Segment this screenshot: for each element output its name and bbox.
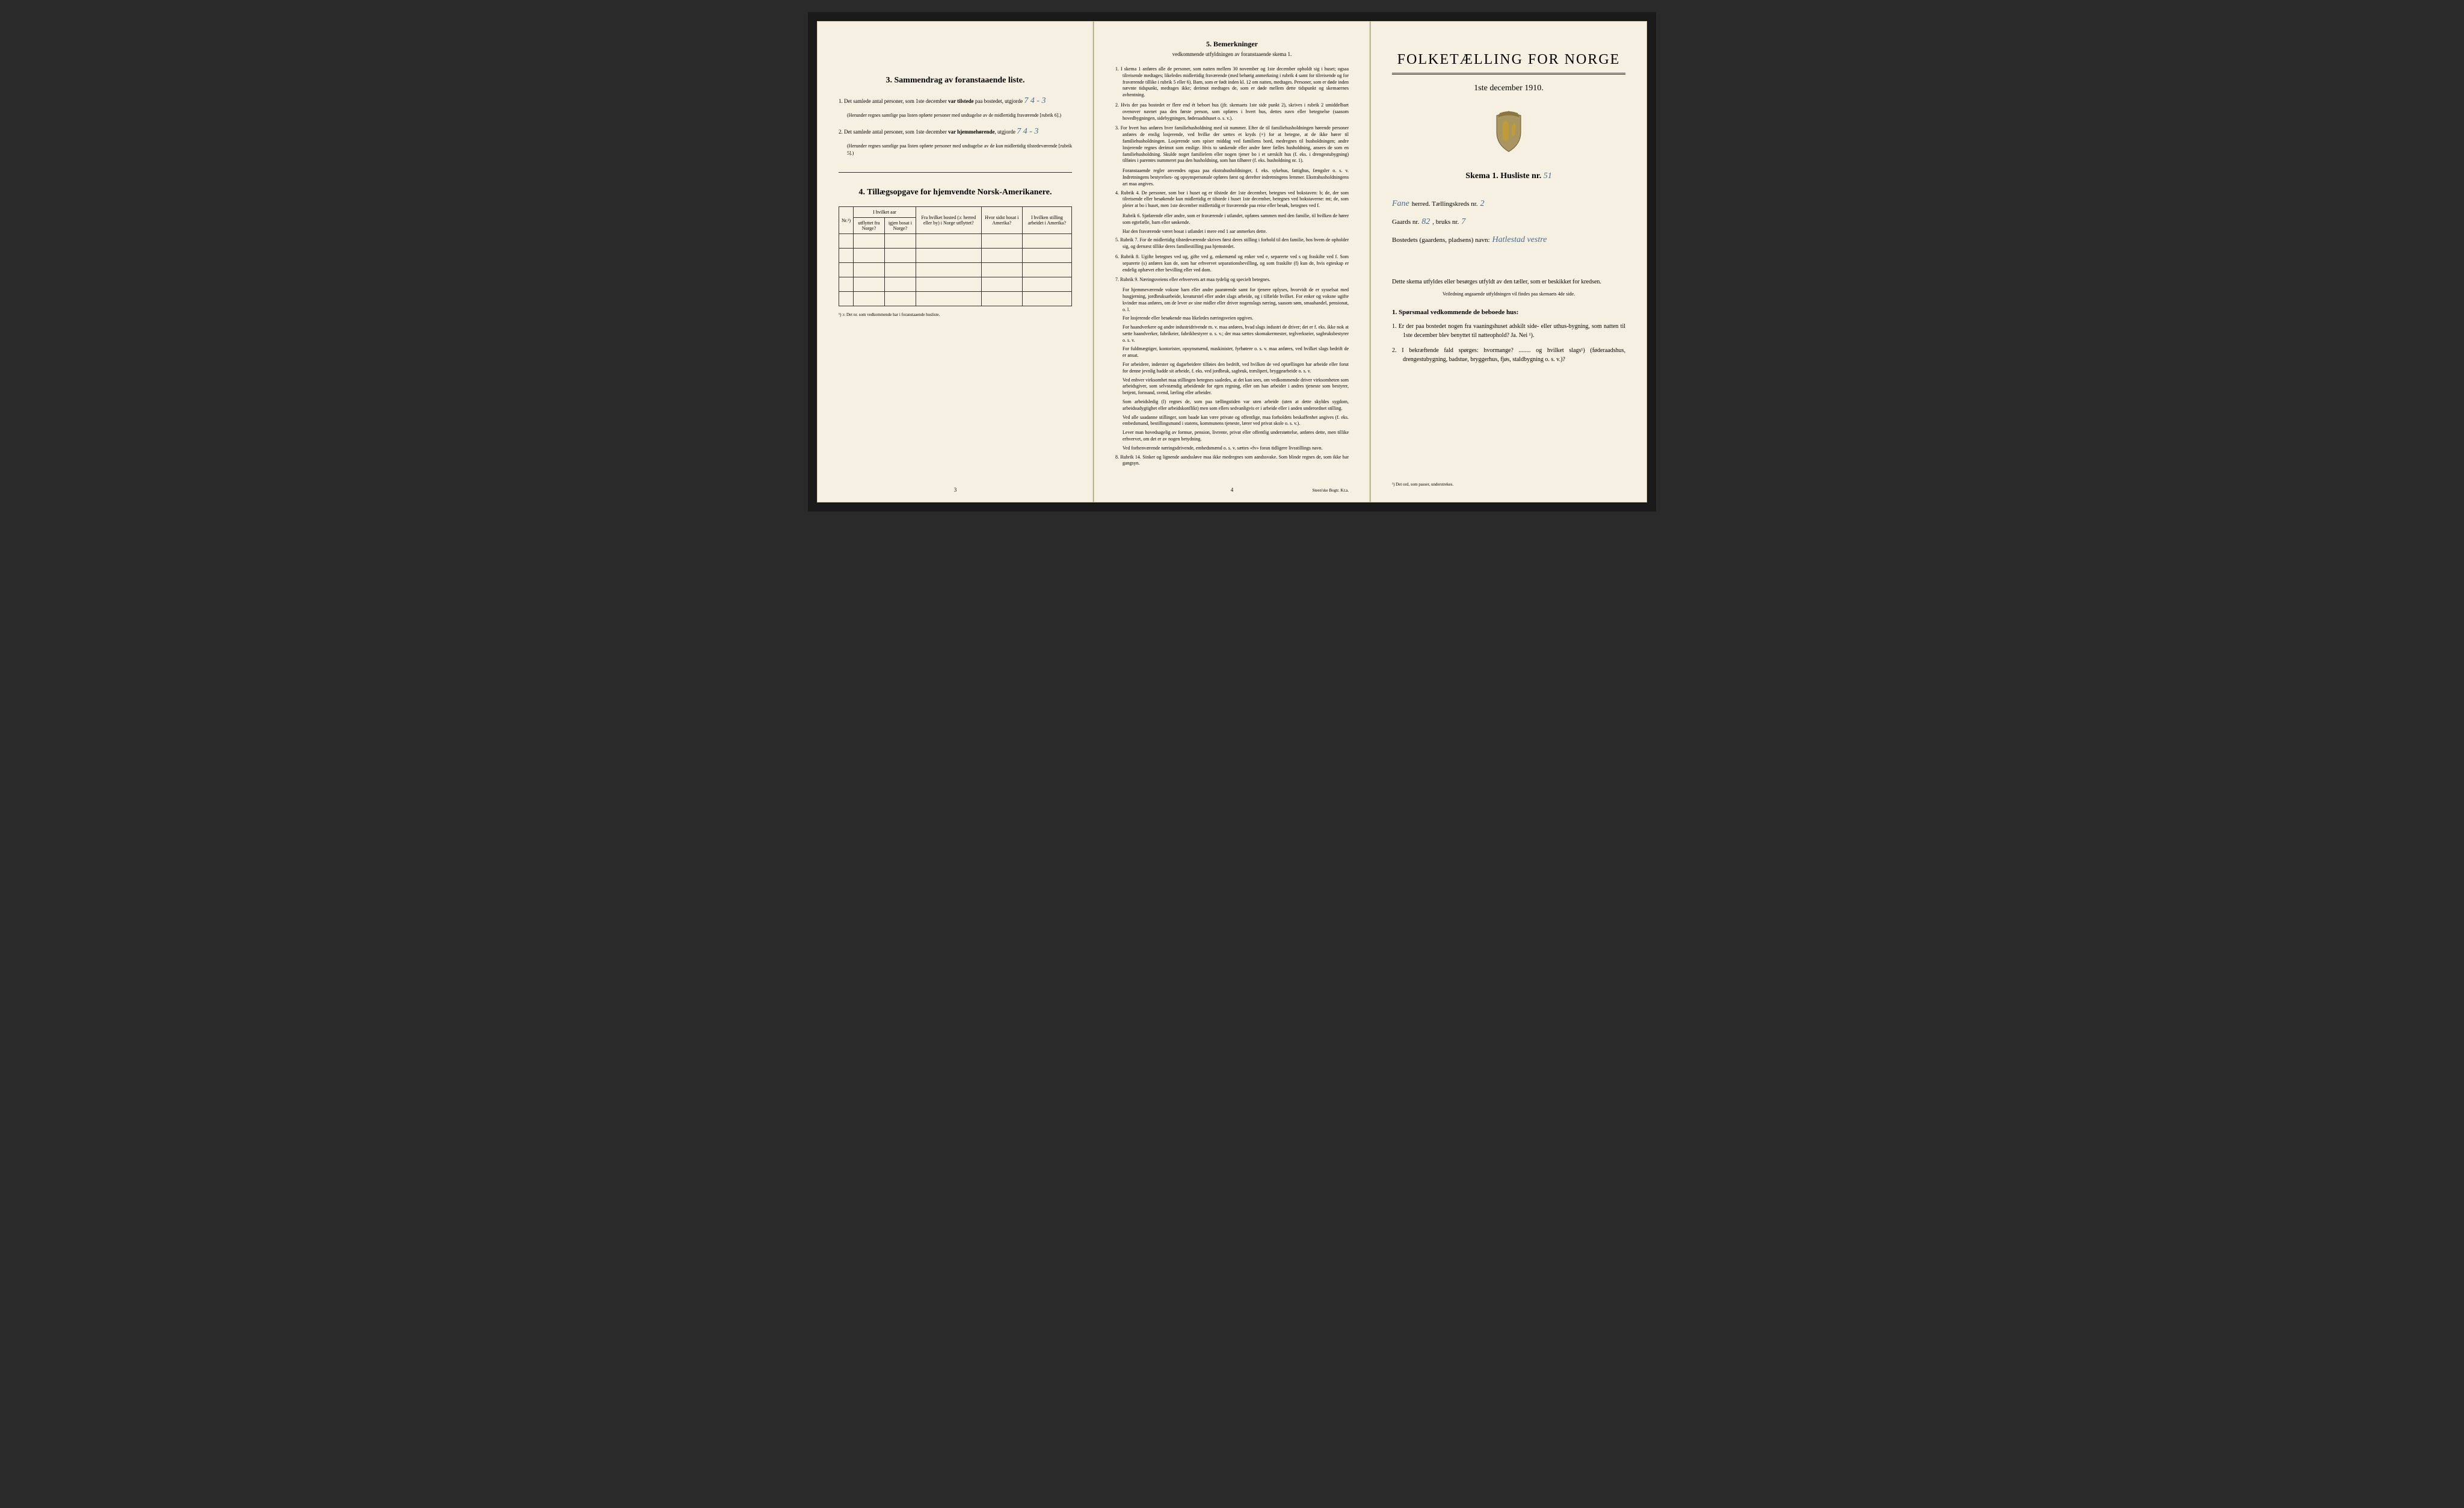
item2-bold: var hjemmehørende <box>948 129 994 135</box>
note-1: 1. I skema 1 anføres alle de personer, s… <box>1115 66 1349 99</box>
note-7j: Lever man hovedsagelig av formue, pensio… <box>1115 430 1349 443</box>
bosted-line: Bostedets (gaardens, pladsens) navn: Hat… <box>1392 235 1625 245</box>
q-heading: 1. Spørsmaal vedkommende de beboede hus: <box>1392 309 1625 316</box>
section5-title: 5. Bemerkninger <box>1115 40 1349 49</box>
bosted-value: Hatlestad vestre <box>1492 235 1547 245</box>
note-7b: For hjemmeværende voksne barn eller andr… <box>1115 287 1349 313</box>
gaards-label: Gaards nr. <box>1392 218 1419 226</box>
schema-line: Skema 1. Husliste nr. 51 <box>1392 172 1625 181</box>
herred-value: Fane <box>1392 199 1409 209</box>
page-number: 4 <box>1231 487 1234 493</box>
item2-pre: 2. Det samlede antal personer, som 1ste … <box>839 129 948 135</box>
th-nr: Nr.¹) <box>839 207 854 234</box>
instruction-2: Veiledning angaaende utfyldningen vil fi… <box>1392 291 1625 297</box>
th-from: Fra hvilket bosted (ɔ: herred eller by) … <box>916 207 981 234</box>
item1-post: paa bostedet, utgjorde <box>974 98 1024 104</box>
herred-label: herred. Tællingskreds nr. <box>1412 200 1478 208</box>
th-position: I hvilken stilling arbeidet i Amerika? <box>1022 207 1071 234</box>
item2: 2. Det samlede antal personer, som 1ste … <box>839 125 1072 138</box>
note-7h: Som arbeidsledig (l) regnes de, som paa … <box>1115 399 1349 412</box>
note-6: 6. Rubrik 8. Ugifte betegnes ved ug, gif… <box>1115 254 1349 273</box>
printer-mark: Steen'ske Bogtr. Kr.a. <box>1312 488 1349 493</box>
item2-note: (Herunder regnes samtlige paa listen opf… <box>839 143 1072 157</box>
item2-post: , utgjorde <box>994 129 1017 135</box>
th-returned: igjen bosat i Norge? <box>884 218 916 234</box>
note-2: 2. Hvis der paa bostedet er flere end ét… <box>1115 102 1349 122</box>
note-7i: Ved alle saadanne stillinger, som baade … <box>1115 415 1349 428</box>
note-8: 8. Rubrik 14. Sinker og lignende aandssl… <box>1115 454 1349 468</box>
bruks-value: 7 <box>1461 217 1465 227</box>
instruction-1: Dette skema utfyldes eller besørges utfy… <box>1392 277 1625 286</box>
census-date: 1ste december 1910. <box>1392 84 1625 93</box>
coat-of-arms-icon <box>1392 108 1625 156</box>
note-4c: Har den fraværende været bosat i utlande… <box>1115 229 1349 235</box>
schema-value: 51 <box>1544 172 1552 181</box>
section4-title: 4. Tillægsopgave for hjemvendte Norsk-Am… <box>839 188 1072 197</box>
herred-line: Fane herred. Tællingskreds nr. 2 <box>1392 199 1625 209</box>
note-3: 3. For hvert hus anføres hver familiehus… <box>1115 125 1349 164</box>
th-where: Hvor sidst bosat i Amerika? <box>981 207 1022 234</box>
note-4b: Rubrik 6. Sjøfarende eller andre, som er… <box>1115 213 1349 226</box>
note-7f: For arbeidere, inderster og dagarbeidere… <box>1115 362 1349 375</box>
divider <box>839 172 1072 173</box>
note-4: 4. Rubrik 4. De personer, som bor i huse… <box>1115 190 1349 209</box>
section3-title: 3. Sammendrag av foranstaaende liste. <box>839 76 1072 85</box>
page-2: 5. Bemerkninger vedkommende utfyldningen… <box>1094 21 1370 502</box>
table-row <box>839 249 1072 263</box>
title-rule <box>1392 73 1625 75</box>
gaards-value: 82 <box>1421 217 1430 227</box>
footnote-3: ¹) Det ord, som passer, understrekes. <box>1392 482 1453 487</box>
note-3b: Foranstaaende regler anvendes ogsaa paa … <box>1115 168 1349 187</box>
table-row <box>839 292 1072 306</box>
note-7d: For haandverkere og andre industridriven… <box>1115 324 1349 344</box>
item1-note: (Herunder regnes samtlige paa listen opf… <box>839 112 1072 119</box>
page-3: FOLKETÆLLING FOR NORGE 1ste december 191… <box>1370 21 1647 502</box>
gaards-line: Gaards nr. 82 , bruks nr. 7 <box>1392 217 1625 227</box>
note-7g: Ved enhver virksomhet maa stillingen bet… <box>1115 377 1349 397</box>
note-7: 7. Rubrik 9. Næringsveiens eller erhverv… <box>1115 277 1349 283</box>
kreds-value: 2 <box>1480 199 1485 209</box>
item1-bold: var tilstede <box>948 98 974 104</box>
item1: 1. Det samlede antal personer, som 1ste … <box>839 94 1072 107</box>
th-emigrated: utflyttet fra Norge? <box>854 218 885 234</box>
item2-value: 7 4 - 3 <box>1017 127 1038 136</box>
note-7e: For fuldmægtiger, kontorister, opsynsmæn… <box>1115 346 1349 359</box>
page-number: 3 <box>954 487 957 493</box>
footnote-1: ¹) ɔ: Det nr. som vedkommende har i fora… <box>839 312 1072 317</box>
note-5: 5. Rubrik 7. For de midlertidig tilstede… <box>1115 237 1349 250</box>
th-year: I hvilket aar <box>854 207 916 218</box>
page-1: 3. Sammendrag av foranstaaende liste. 1.… <box>817 21 1094 502</box>
question-1: 1. Er der paa bostedet nogen fra vaaning… <box>1392 322 1625 340</box>
bruks-label: , bruks nr. <box>1432 218 1459 226</box>
schema-label: Skema 1. Husliste nr. <box>1465 172 1543 181</box>
census-document: 3. Sammendrag av foranstaaende liste. 1.… <box>808 12 1656 511</box>
main-title: FOLKETÆLLING FOR NORGE <box>1392 52 1625 68</box>
table-row <box>839 234 1072 249</box>
note-7c: For losjerende eller besøkende maa likel… <box>1115 315 1349 322</box>
note-7k: Ved forhenværende næringsdrivende, embed… <box>1115 445 1349 452</box>
bosted-label: Bostedets (gaardens, pladsens) navn: <box>1392 236 1490 244</box>
item1-pre: 1. Det samlede antal personer, som 1ste … <box>839 98 948 104</box>
question-2: 2. I bekræftende fald spørges: hvormange… <box>1392 346 1625 364</box>
table-row <box>839 263 1072 277</box>
americans-table: Nr.¹) I hvilket aar Fra hvilket bosted (… <box>839 206 1072 306</box>
table-row <box>839 277 1072 292</box>
section5-subtitle: vedkommende utfyldningen av foranstaaend… <box>1115 51 1349 57</box>
item1-value: 7 4 - 3 <box>1024 96 1046 105</box>
